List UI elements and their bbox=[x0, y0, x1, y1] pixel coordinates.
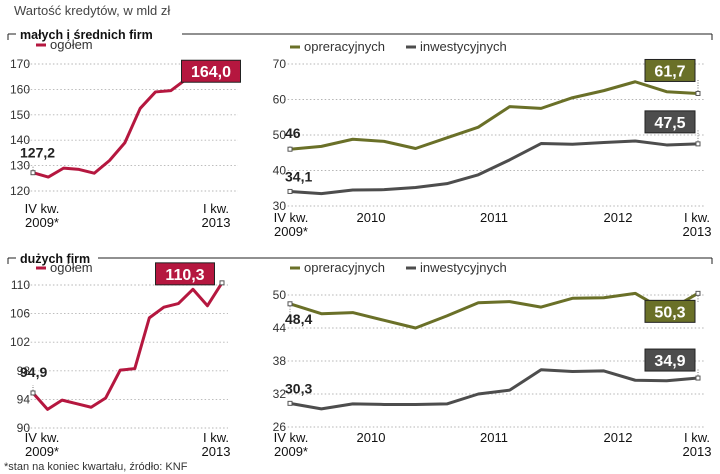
value-box-label: 164,0 bbox=[191, 64, 231, 81]
x-tick-label: 2011 bbox=[480, 210, 508, 225]
annotation-marker bbox=[287, 301, 293, 307]
y-tick-label: 50 bbox=[273, 128, 287, 142]
annotation-marker bbox=[30, 390, 36, 396]
x-tick-label: IV kw. bbox=[25, 430, 60, 445]
y-tick-label: 170 bbox=[10, 57, 30, 71]
series-line-0 bbox=[288, 80, 700, 151]
annotation-marker bbox=[695, 290, 701, 296]
legend-label: opreracyjnych bbox=[304, 39, 385, 54]
y-tick-label: 150 bbox=[10, 108, 30, 122]
series-line-0 bbox=[288, 291, 700, 330]
y-tick-label: 70 bbox=[273, 57, 287, 71]
x-tick-label: 2009* bbox=[274, 224, 308, 239]
value-box bbox=[644, 299, 696, 323]
section-title-sme: małych i średnich firm bbox=[20, 28, 153, 42]
x-tick-label: 2009* bbox=[25, 444, 59, 459]
value-label: 127,2 bbox=[20, 145, 55, 161]
y-tick-label: 50 bbox=[273, 288, 287, 302]
value-box-label: 50,3 bbox=[654, 304, 685, 321]
annotation-marker bbox=[287, 146, 293, 152]
series-line-1 bbox=[288, 139, 700, 196]
section-title-large: dużych firm bbox=[20, 252, 90, 266]
value-label: 34,1 bbox=[285, 168, 312, 184]
annotation-marker bbox=[30, 170, 36, 176]
y-tick-label: 106 bbox=[10, 307, 30, 321]
x-tick-label: 2012 bbox=[604, 430, 633, 445]
y-tick-label: 94 bbox=[17, 392, 31, 406]
x-tick-label: 2010 bbox=[357, 430, 386, 445]
x-tick-label: I kw. bbox=[684, 430, 710, 445]
y-tick-label: 102 bbox=[10, 335, 30, 349]
value-box bbox=[181, 59, 241, 83]
x-tick-label: IV kw. bbox=[274, 210, 309, 225]
annotation-marker bbox=[695, 141, 701, 147]
headline: Wartość kredytów, w mld zł bbox=[14, 3, 170, 18]
chart-sme-total: 120 130 140 150 160 170 IV kw.2009* I kw.2013 og… bbox=[10, 37, 241, 230]
value-box-label: 110,3 bbox=[165, 267, 204, 284]
x-tick-label: 2013 bbox=[202, 444, 231, 459]
x-tick-label: 2013 bbox=[683, 224, 712, 239]
x-tick-label: I kw. bbox=[203, 201, 229, 216]
y-tick-label: 32 bbox=[273, 387, 287, 401]
x-tick-label: IV kw. bbox=[25, 201, 60, 216]
series-line-0 bbox=[31, 281, 224, 411]
chart-large-loan-types: 26 32 38 44 50 IV kw.2009* 2010 2011 2012 I kw.20… bbox=[273, 260, 712, 459]
annotation-marker bbox=[219, 280, 225, 286]
x-tick-label: 2009* bbox=[274, 444, 308, 459]
x-tick-label: 2013 bbox=[683, 444, 712, 459]
annotation-marker bbox=[287, 400, 293, 406]
x-tick-label: 2011 bbox=[480, 430, 508, 445]
section-title-bg bbox=[16, 250, 98, 266]
y-tick-label: 60 bbox=[273, 93, 287, 107]
value-label: 94,9 bbox=[20, 364, 47, 380]
y-tick-label: 26 bbox=[273, 420, 287, 434]
value-box-label: 61,7 bbox=[654, 63, 685, 80]
y-tick-label: 40 bbox=[273, 164, 287, 178]
y-tick-label: 120 bbox=[10, 184, 30, 198]
value-box-label: 47,5 bbox=[654, 115, 685, 132]
x-tick-label: 2013 bbox=[202, 215, 231, 230]
value-box bbox=[644, 348, 696, 372]
legend-label: ogółem bbox=[50, 37, 93, 52]
value-label: 30,3 bbox=[285, 380, 312, 396]
chart-sme-loan-types: 30 40 50 60 70 IV kw.2009* 2010 2011 2012 I kw.20… bbox=[273, 39, 712, 239]
y-tick-label: 160 bbox=[10, 82, 30, 96]
value-box-label: 34,9 bbox=[654, 353, 685, 370]
legend-label: ogółem bbox=[50, 260, 93, 275]
section-title-bg bbox=[16, 26, 182, 42]
series-line-0 bbox=[31, 70, 234, 179]
series-line-1 bbox=[288, 368, 700, 411]
chart-large-total: 90 94 98 102 106 110 IV kw.2009* I kw.2013 ogółe… bbox=[10, 260, 230, 459]
x-tick-label: 2012 bbox=[604, 210, 633, 225]
x-tick-label: I kw. bbox=[203, 430, 229, 445]
y-tick-label: 44 bbox=[273, 321, 287, 335]
y-tick-label: 30 bbox=[273, 199, 287, 213]
value-label: 48,4 bbox=[285, 311, 312, 327]
annotation-marker bbox=[695, 90, 701, 96]
y-tick-label: 38 bbox=[273, 354, 287, 368]
annotation-marker bbox=[695, 375, 701, 381]
legend-label: inwestycyjnych bbox=[420, 39, 507, 54]
legend-label: opreracyjnych bbox=[304, 260, 385, 275]
value-box bbox=[155, 262, 215, 286]
y-tick-label: 140 bbox=[10, 133, 30, 147]
y-tick-label: 98 bbox=[17, 364, 31, 378]
x-tick-label: 2009* bbox=[25, 215, 59, 230]
value-box bbox=[644, 110, 696, 134]
annotation-marker bbox=[287, 188, 293, 194]
y-tick-label: 130 bbox=[10, 159, 30, 173]
value-box bbox=[644, 58, 696, 82]
x-tick-label: 2010 bbox=[357, 210, 386, 225]
footnote: *stan na koniec kwartału, źródło: KNF bbox=[4, 461, 188, 473]
value-label: 46 bbox=[285, 125, 301, 141]
y-tick-label: 90 bbox=[17, 421, 31, 435]
x-tick-label: I kw. bbox=[684, 210, 710, 225]
x-tick-label: IV kw. bbox=[274, 430, 309, 445]
legend-label: inwestycyjnych bbox=[420, 260, 507, 275]
y-tick-label: 110 bbox=[11, 278, 30, 292]
